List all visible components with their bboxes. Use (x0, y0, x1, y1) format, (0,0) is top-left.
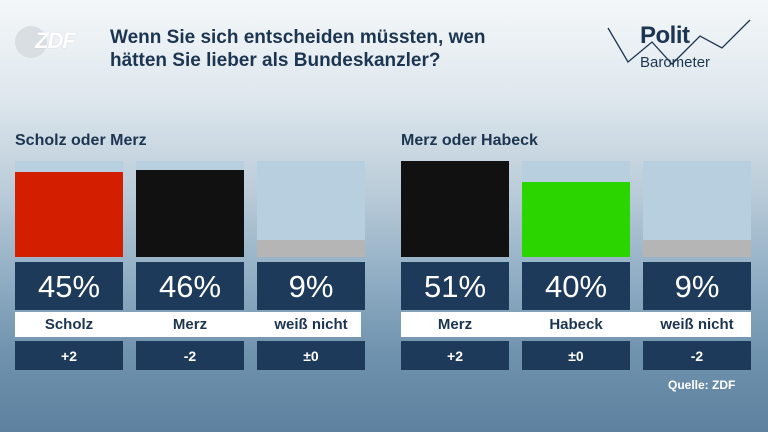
zdf-logo-circle (15, 26, 47, 58)
page-title: Wenn Sie sich entscheiden müssten, wen h… (110, 26, 590, 72)
brand-line-2: Barometer (640, 54, 711, 71)
chart-2-value-label: 9% (643, 262, 751, 310)
chart-1-bar (257, 240, 365, 257)
chart-2-bar (643, 240, 751, 257)
chart-2-bar-slot (522, 161, 630, 257)
chart-1-value-label: 46% (136, 262, 244, 310)
chart-1-change-label: -2 (136, 341, 244, 370)
chart-2-change-label: ±0 (522, 341, 630, 370)
chart-1-category-label: Merz (172, 316, 208, 333)
chart-2-label-strip (401, 312, 751, 337)
chart-1-bar-slot (257, 161, 365, 257)
chart-1-value-label: 9% (257, 262, 365, 310)
chart-1-value-label: 45% (15, 262, 123, 310)
politbarometer-zigzag-icon (607, 19, 751, 65)
chart-2-value-label: 40% (522, 262, 630, 310)
zdf-logo-text: ZDF (35, 28, 76, 53)
chart-1-bar (15, 172, 123, 257)
chart-2-change-label: +2 (401, 341, 509, 370)
chart-2-bar (401, 161, 509, 257)
chart-2-category-label: Merz (437, 316, 473, 333)
chart-2-category-label: Habeck (549, 316, 603, 333)
chart-2-change-label: -2 (643, 341, 751, 370)
source-note: Quelle: ZDF (668, 378, 736, 392)
title-line-1: Wenn Sie sich entscheiden müssten, wen (110, 27, 486, 48)
brand-line-1: Polit (640, 22, 690, 49)
chart-1-title: Scholz oder Merz (15, 132, 147, 149)
chart-2-category-label: weiß nicht (660, 316, 734, 333)
chart-1-category-label: Scholz (44, 316, 94, 333)
chart-1-category-label: weiß nicht (274, 316, 348, 333)
chart-2-value-label: 51% (401, 262, 509, 310)
chart-1-bar (136, 170, 244, 257)
chart-2-bar-slot (643, 161, 751, 257)
zdf-logo: ZDF (15, 24, 85, 58)
chart-1-change-label: +2 (15, 341, 123, 370)
chart-2-bar (522, 182, 630, 257)
chart-1-label-strip (15, 312, 361, 337)
chart-1-bar-slot (15, 161, 123, 257)
politbarometer-logo: Polit Barometer (600, 14, 755, 74)
chart-2-title: Merz oder Habeck (401, 132, 538, 149)
chart-1-bar-slot (136, 161, 244, 257)
title-line-2: hätten Sie lieber als Bundeskanzler? (110, 50, 441, 71)
chart-2-bar-slot (401, 161, 509, 257)
chart-1-change-label: ±0 (257, 341, 365, 370)
